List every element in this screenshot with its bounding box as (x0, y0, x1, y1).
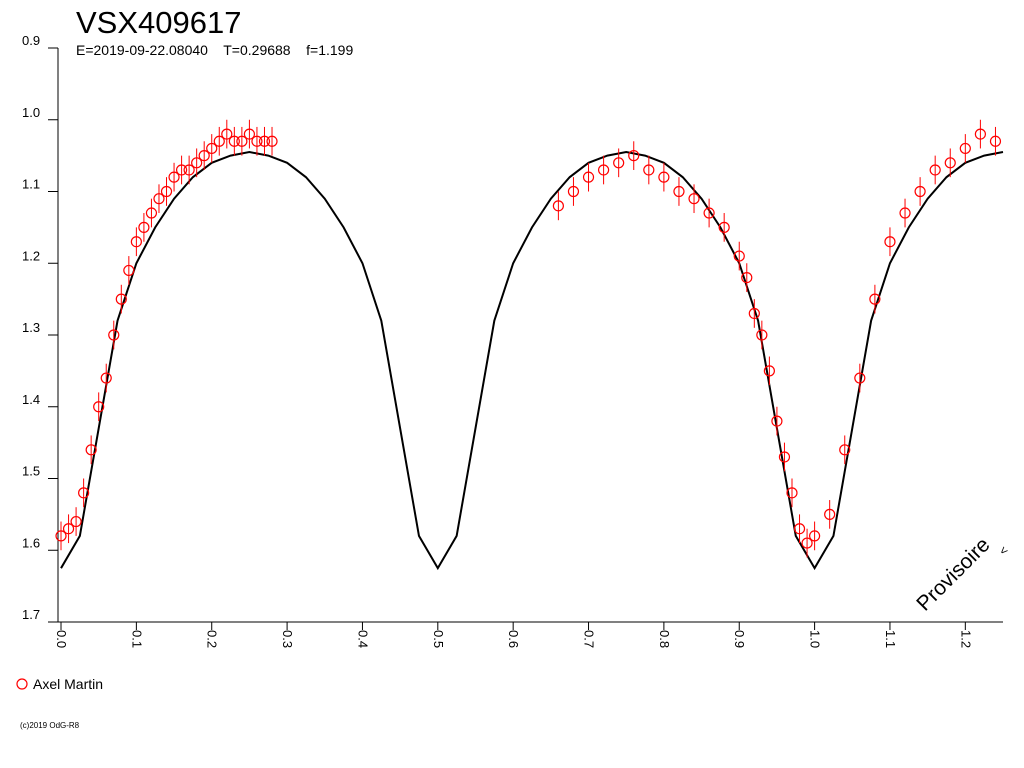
x-tick-label: 0.3 (280, 630, 295, 648)
data-point (236, 135, 248, 147)
data-point (198, 150, 210, 162)
data-point (206, 142, 218, 155)
data-point (221, 128, 233, 140)
x-tick-label: 0.8 (657, 630, 672, 648)
x-tick-label: 0.1 (129, 630, 144, 648)
data-point (929, 164, 941, 176)
y-tick-label: 1.6 (22, 535, 40, 550)
data-point (643, 164, 655, 176)
data-point (243, 128, 256, 140)
data-point (266, 135, 278, 147)
data-point (258, 135, 271, 147)
annotation: Provisoire (912, 533, 994, 615)
legend-label: Axel Martin (33, 676, 103, 692)
data-point (100, 372, 112, 384)
data-point (959, 142, 971, 155)
data-point (703, 207, 715, 219)
y-tick-label: 1.0 (22, 105, 40, 120)
data-point (183, 164, 195, 176)
data-point (251, 135, 263, 147)
data-point (597, 164, 610, 176)
data-point (673, 185, 685, 198)
data-point (130, 236, 142, 248)
x-tick-label: 0.0 (54, 630, 69, 648)
data-point (191, 157, 203, 169)
data-point (809, 530, 821, 542)
x-tick-label: 0.6 (506, 630, 521, 648)
data-point (85, 444, 97, 456)
data-point (168, 171, 180, 183)
y-tick-label: 0.9 (22, 33, 40, 48)
data-point (854, 372, 866, 384)
x-tick-label: 1.0 (808, 630, 823, 648)
x-tick-label: 0.5 (431, 630, 446, 648)
data-point (228, 135, 240, 147)
data-point (778, 451, 791, 463)
y-tick-label: 1.1 (22, 177, 40, 192)
data-point (974, 128, 986, 140)
data-point (801, 537, 813, 549)
footer: (c)2019 OdG-R8 (20, 721, 80, 730)
data-point (884, 236, 896, 248)
x-tick-label: 0.7 (582, 630, 597, 648)
x-tick-label: 1.2 (958, 630, 973, 648)
y-tick-label: 1.5 (22, 464, 40, 479)
data-point (213, 135, 225, 147)
data-point (824, 508, 836, 520)
x-tick-label: 0.9 (732, 630, 747, 648)
data-point (733, 250, 745, 262)
annotation-mark: < (996, 543, 1011, 558)
data-point (115, 293, 127, 305)
data-point (914, 185, 926, 198)
legend-marker (16, 678, 28, 690)
y-tick-label: 1.4 (22, 392, 40, 407)
data-point (771, 415, 783, 427)
data-point (138, 221, 150, 233)
data-point (62, 523, 75, 535)
data-point (839, 444, 851, 456)
x-tick-label: 0.4 (355, 630, 370, 648)
data-point (763, 365, 775, 377)
y-tick-label: 1.2 (22, 248, 40, 263)
model-curve (60, 151, 1004, 571)
data-point (55, 530, 67, 542)
data-point (93, 401, 105, 413)
data-point (175, 164, 188, 176)
data-point (989, 135, 1002, 147)
data-point (869, 293, 881, 305)
data-point (718, 221, 730, 233)
data-point (613, 157, 625, 169)
data-point (944, 157, 956, 169)
y-tick-label: 1.7 (22, 607, 40, 622)
x-tick-label: 1.1 (883, 630, 898, 648)
data-point (628, 150, 640, 162)
data-point (552, 200, 564, 212)
x-tick-label: 0.2 (205, 630, 220, 648)
data-point (153, 193, 165, 205)
data-point (145, 207, 158, 219)
data-point (756, 329, 768, 341)
data-point (793, 523, 806, 535)
y-tick-label: 1.3 (22, 320, 40, 335)
data-point (160, 185, 173, 198)
data-point (748, 307, 760, 320)
data-point (899, 207, 911, 219)
data-point (741, 272, 753, 284)
data-point (70, 515, 82, 528)
data-point (78, 487, 90, 499)
data-point (658, 171, 670, 183)
data-point (567, 185, 580, 198)
data-point (688, 193, 700, 205)
data-point (786, 487, 798, 499)
chart-subtitle: E=2019-09-22.08040 T=0.29688 f=1.199 (76, 42, 353, 58)
chart-title: VSX409617 (76, 5, 241, 40)
data-point (582, 171, 595, 183)
data-point (123, 264, 135, 277)
data-point (108, 329, 120, 341)
